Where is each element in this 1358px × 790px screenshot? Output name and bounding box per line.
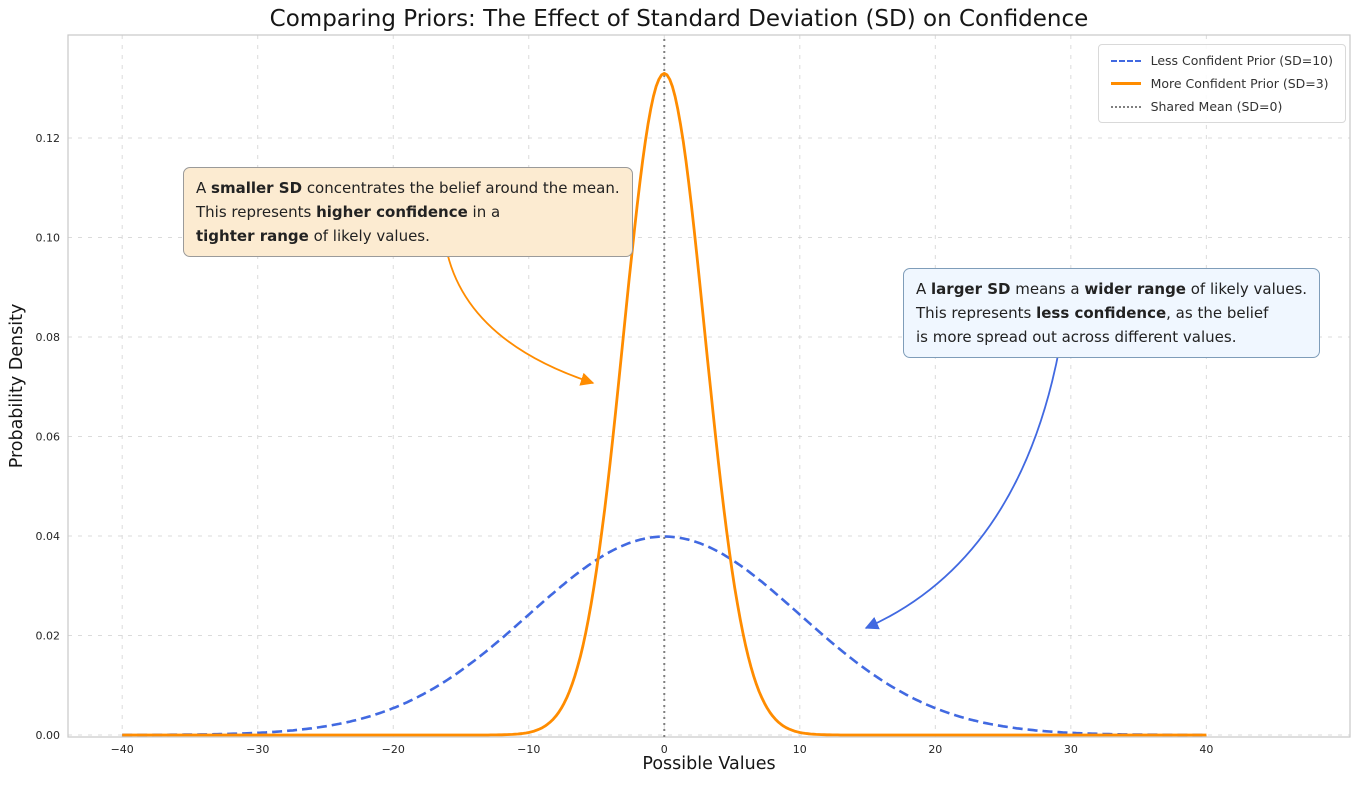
x-axis-label: Possible Values: [642, 754, 776, 774]
x-tick-label: 10: [793, 743, 807, 756]
larger-sd-annotation: A larger SD means a wider range of likel…: [903, 268, 1321, 358]
annotation-bold-text: wider range: [1084, 280, 1186, 298]
y-tick-label: 0.04: [36, 530, 61, 543]
annotation-text: , as the belief is more spread out acros…: [916, 304, 1269, 346]
legend-entry-mean: Shared Mean (SD=0): [1110, 99, 1333, 114]
annotation-text: A: [196, 179, 212, 197]
larger-sd-annotation-arrow: [864, 344, 1061, 630]
annotation-text: concentrates the belief around the mean.…: [196, 179, 620, 221]
legend-label-mean: Shared Mean (SD=0): [1150, 99, 1283, 114]
x-tick-label: −30: [246, 743, 269, 756]
solid-line-sample-icon: [1110, 82, 1141, 85]
smaller-sd-annotation: A smaller SD concentrates the belief aro…: [183, 167, 633, 257]
annotation-text: of likely values.: [308, 227, 430, 245]
annotation-bold-text: tighter range: [196, 227, 309, 245]
x-tick-label: −20: [382, 743, 405, 756]
legend-entry-sd3: More Confident Prior (SD=3): [1110, 76, 1333, 91]
annotation-text: means a: [1010, 280, 1085, 298]
legend: Less Confident Prior (SD=10) More Confid…: [1097, 44, 1346, 123]
legend-entry-sd10: Less Confident Prior (SD=10): [1110, 53, 1333, 68]
y-tick-label: 0.02: [36, 630, 61, 643]
annotation-text: of likely values. This represents: [916, 280, 1308, 322]
curve-sd3: [122, 72, 1207, 737]
y-tick-label: 0.06: [36, 430, 61, 443]
smaller-sd-annotation-arrow: [446, 251, 595, 386]
axes-frame: [67, 34, 1351, 738]
dotted-line-sample-icon: [1110, 105, 1141, 108]
y-tick-label: 0.08: [36, 331, 61, 344]
legend-label-sd3: More Confident Prior (SD=3): [1150, 76, 1329, 91]
y-axis-label: Probability Density: [7, 303, 27, 469]
x-tick-label: 30: [1064, 743, 1078, 756]
annotation-bold-text: higher confidence: [316, 203, 468, 221]
x-tick-label: 40: [1199, 743, 1213, 756]
annotation-bold-text: smaller SD: [211, 179, 303, 197]
y-tick-label: 0.12: [36, 132, 61, 145]
annotation-text: A: [916, 280, 932, 298]
x-tick-label: 20: [928, 743, 942, 756]
dashed-line-sample-icon: [1110, 59, 1141, 62]
annotation-bold-text: larger SD: [931, 280, 1011, 298]
curve-sd10: [122, 535, 1207, 737]
annotation-text: in a: [472, 203, 501, 221]
y-tick-label: 0.00: [36, 729, 61, 742]
x-tick-label: −10: [517, 743, 540, 756]
annotation-bold-text: less confidence: [1036, 304, 1167, 322]
legend-label-sd10: Less Confident Prior (SD=10): [1150, 53, 1333, 68]
y-tick-label: 0.10: [36, 231, 61, 244]
x-tick-label: −40: [111, 743, 134, 756]
x-tick-label: 0: [661, 743, 668, 756]
chart-title: Comparing Priors: The Effect of Standard…: [269, 6, 1089, 32]
